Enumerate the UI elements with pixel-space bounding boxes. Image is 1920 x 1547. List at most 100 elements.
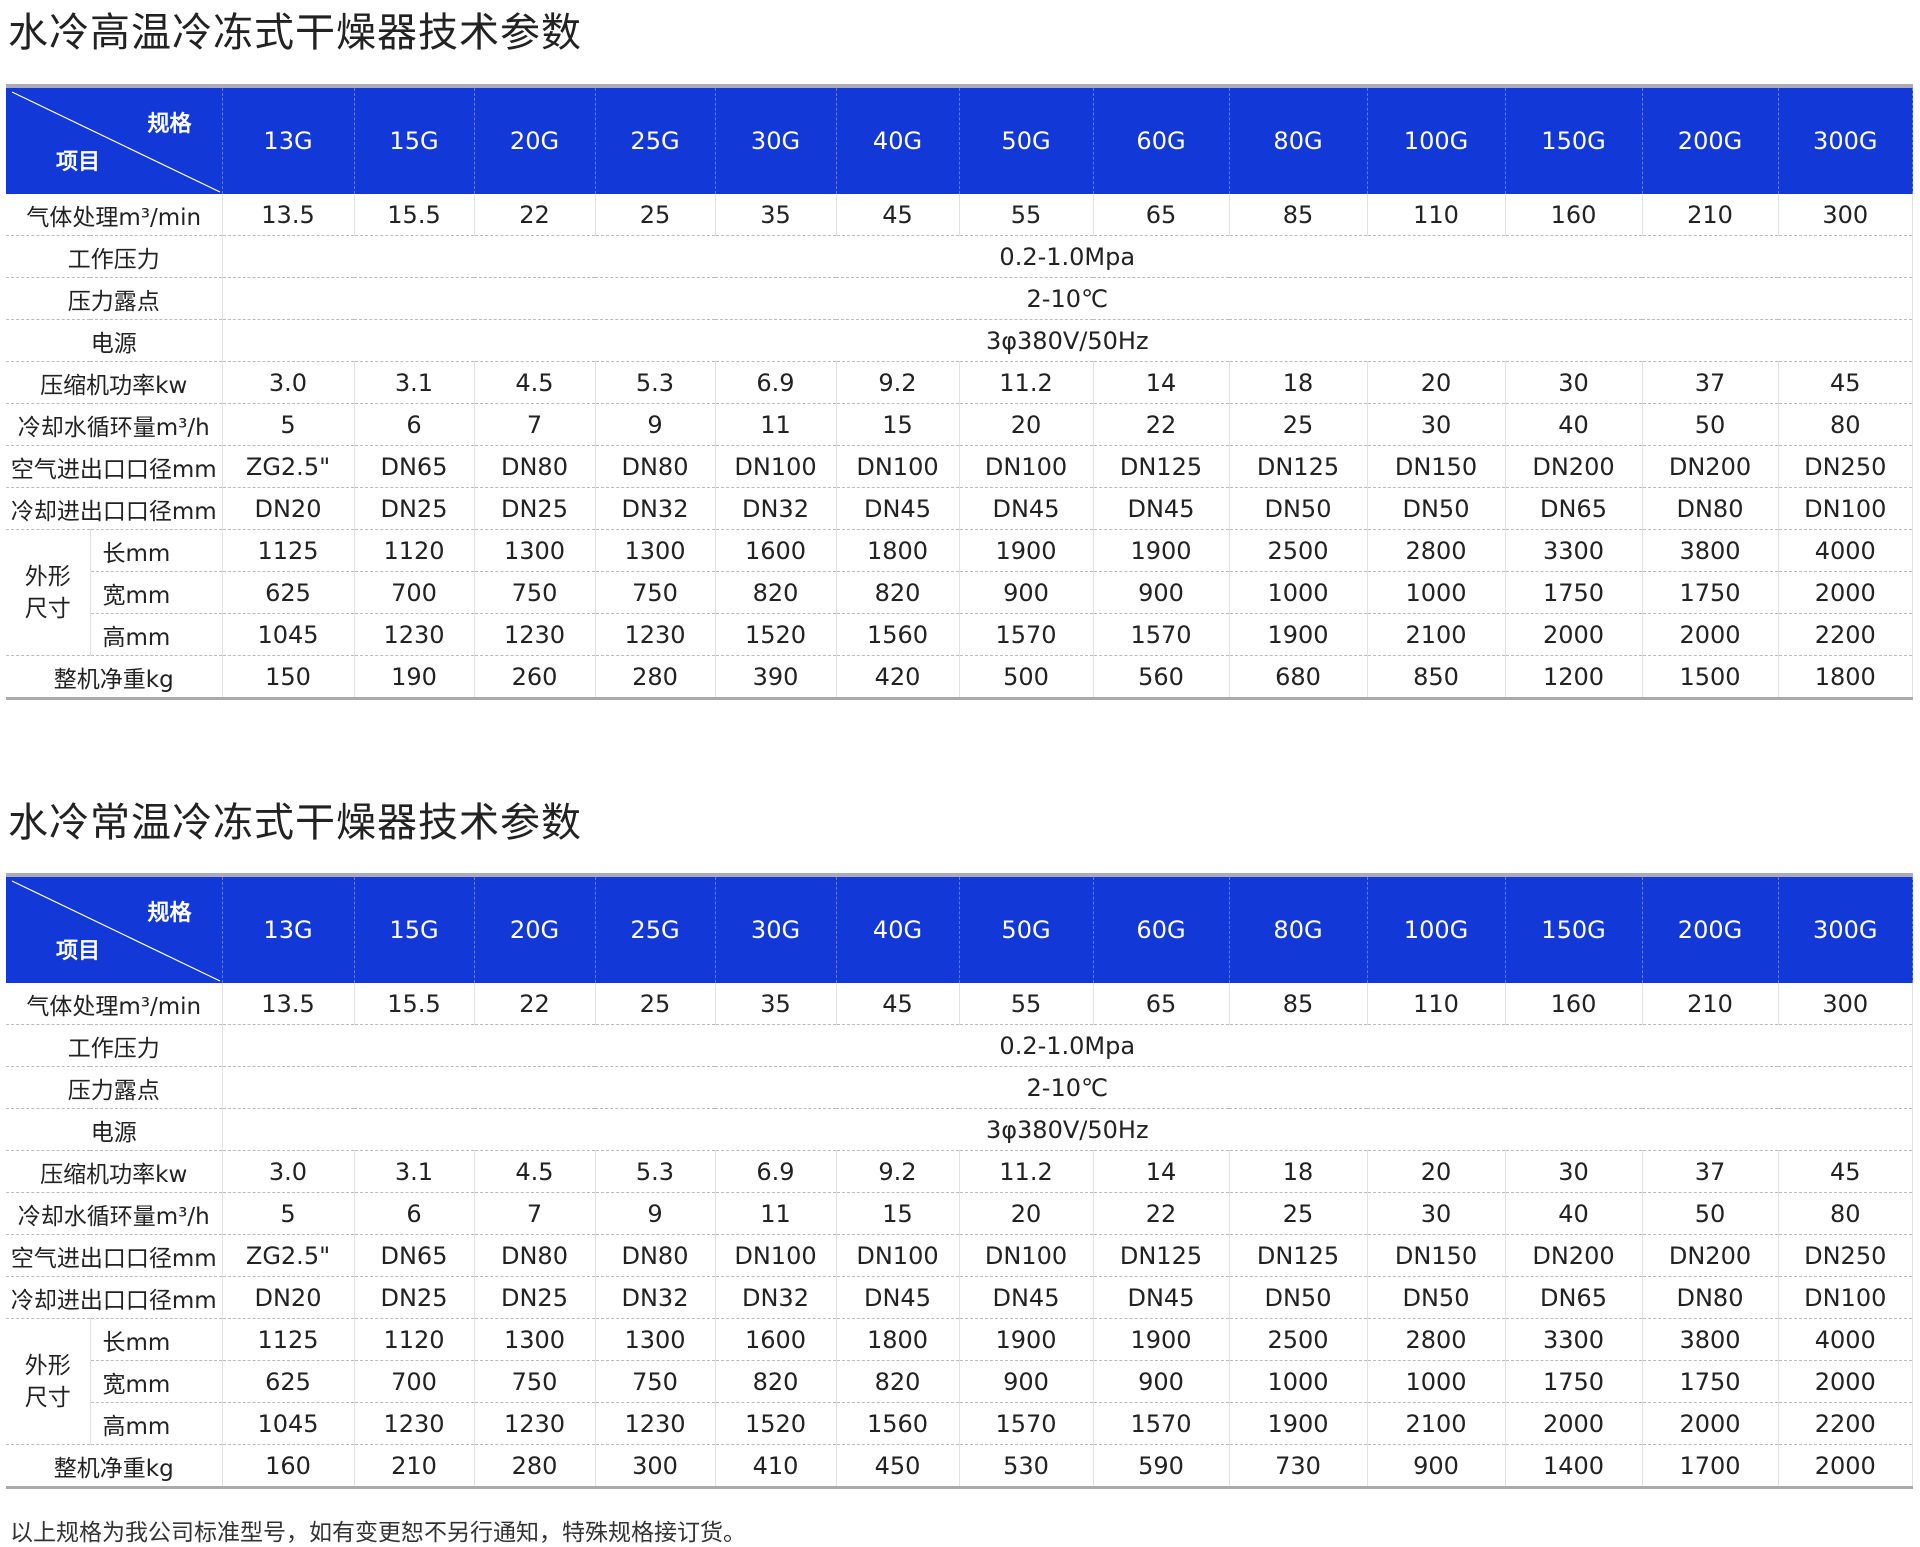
model-header: 40G (836, 86, 960, 194)
cell-value: DN80 (1642, 1276, 1779, 1319)
cell-value: 20 (1367, 361, 1506, 404)
cell-value: 1230 (595, 1402, 716, 1445)
cell-value: 25 (1229, 1192, 1368, 1235)
cell-value: 900 (959, 1360, 1094, 1403)
cell-value: 1000 (1229, 1360, 1368, 1403)
cell-value: DN150 (1367, 445, 1506, 488)
model-header: 200G (1642, 875, 1779, 983)
cell-value: DN50 (1367, 487, 1506, 530)
cell-value: 55 (959, 983, 1094, 1025)
cell-value: DN100 (715, 1234, 837, 1277)
cell-value: 1900 (1093, 529, 1230, 572)
cell-value: DN200 (1642, 1234, 1779, 1277)
row-label: 压力露点 (6, 1066, 223, 1109)
cell-value: 3.0 (222, 1150, 355, 1193)
cell-value: 1120 (354, 1318, 475, 1361)
table-row: 压力露点 2-10℃ (6, 277, 1913, 320)
model-header: 40G (836, 875, 960, 983)
cell-value: 15.5 (354, 194, 475, 236)
cell-value: 15.5 (354, 983, 475, 1025)
cell-value: 1000 (1367, 1360, 1506, 1403)
cell-value: DN250 (1778, 1234, 1913, 1277)
cell-value: 1300 (595, 529, 716, 572)
cell-value: DN80 (474, 445, 596, 488)
row-label: 整机净重kg (6, 1444, 223, 1488)
cell-value: 1125 (222, 529, 355, 572)
table-row: 整机净重kg 160 210 280 300 410 450 530 590 730 900 1400… (6, 1444, 1913, 1488)
row-label: 整机净重kg (6, 655, 223, 699)
cell-value: DN25 (474, 487, 596, 530)
cell-value: 750 (595, 571, 716, 614)
table-row: 冷却水循环量m³/h 5 6 7 9 11 15 20 22 25 30 40 50 80 (6, 403, 1913, 446)
cell-value: 85 (1229, 194, 1368, 236)
cell-value: DN80 (1642, 487, 1779, 530)
cell-value: DN45 (836, 487, 960, 530)
cell-value: 1570 (1093, 1402, 1230, 1445)
cell-value: DN125 (1229, 1234, 1368, 1277)
cell-value: DN50 (1229, 1276, 1368, 1319)
cell-value: 80 (1778, 403, 1913, 446)
cell-value: 3.1 (354, 1150, 475, 1193)
cell-value: DN25 (474, 1276, 596, 1319)
cell-value: 1045 (222, 1402, 355, 1445)
cell-value: 30 (1505, 1150, 1643, 1193)
corner-item-label: 项目 (56, 150, 101, 175)
cell-value: 1570 (1093, 613, 1230, 656)
cell-value: 9.2 (836, 361, 960, 404)
cell-value: 2500 (1229, 1318, 1368, 1361)
table-row: 整机净重kg 150 190 260 280 390 420 500 560 680 850 1200… (6, 655, 1913, 699)
cell-value: 210 (1642, 194, 1779, 236)
cell-value: DN65 (1505, 487, 1643, 530)
cell-value: 1300 (474, 529, 596, 572)
cell-value: 900 (1093, 1360, 1230, 1403)
cell-value: 3300 (1505, 1318, 1643, 1361)
cell-value: DN250 (1778, 445, 1913, 488)
cell-value: 2000 (1778, 571, 1913, 614)
cell-value: 410 (715, 1444, 837, 1488)
cell-value: DN80 (474, 1234, 596, 1277)
row-label: 冷却进出口口径mm (6, 1276, 223, 1319)
row-label: 压缩机功率kw (6, 1150, 223, 1193)
cell-value: DN100 (959, 445, 1094, 488)
cell-value: 22 (1093, 1192, 1230, 1235)
row-label: 高mm (89, 1402, 223, 1445)
cell-value: 13.5 (222, 194, 355, 236)
row-label: 电源 (6, 1108, 223, 1151)
model-header: 50G (959, 86, 1094, 194)
cell-value: 1750 (1642, 1360, 1779, 1403)
cell-value: 35 (715, 983, 837, 1025)
cell-value: DN45 (1093, 1276, 1230, 1319)
cell-value: 1520 (715, 613, 837, 656)
cell-value: DN32 (715, 487, 837, 530)
row-value: 0.2-1.0Mpa (222, 1024, 1913, 1067)
row-label: 空气进出口口径mm (6, 445, 223, 488)
cell-value: 1600 (715, 529, 837, 572)
group-label: 外形尺寸 (6, 529, 91, 656)
cell-value: DN100 (836, 1234, 960, 1277)
cell-value: 80 (1778, 1192, 1913, 1235)
cell-value: 3800 (1642, 1318, 1779, 1361)
model-header: 13G (222, 86, 355, 194)
cell-value: 160 (1505, 194, 1643, 236)
cell-value: 850 (1367, 655, 1506, 699)
table-row: 宽mm 625 700 750 750 820 820 900 900 1000 1000 1750 1… (6, 571, 1913, 614)
cell-value: 18 (1229, 361, 1368, 404)
row-label: 宽mm (89, 571, 223, 614)
cell-value: 45 (836, 194, 960, 236)
cell-value: 15 (836, 403, 960, 446)
cell-value: 1125 (222, 1318, 355, 1361)
cell-value: 110 (1367, 194, 1506, 236)
table-row: 外形尺寸 长mm 1125 1120 1300 1300 1600 1800 1900 1900 2… (6, 529, 1913, 656)
cell-value: 150 (222, 655, 355, 699)
corner-cell: 规格 项目 (6, 875, 223, 983)
cell-value: 1000 (1229, 571, 1368, 614)
cell-value: DN100 (1778, 1276, 1913, 1319)
table-row: 电源 3φ380V/50Hz (6, 1108, 1913, 1151)
cell-value: DN65 (1505, 1276, 1643, 1319)
cell-value: 30 (1505, 361, 1643, 404)
cell-value: 450 (836, 1444, 960, 1488)
cell-value: DN50 (1229, 487, 1368, 530)
row-label: 电源 (6, 319, 223, 362)
cell-value: DN20 (222, 1276, 355, 1319)
row-label: 压力露点 (6, 277, 223, 320)
